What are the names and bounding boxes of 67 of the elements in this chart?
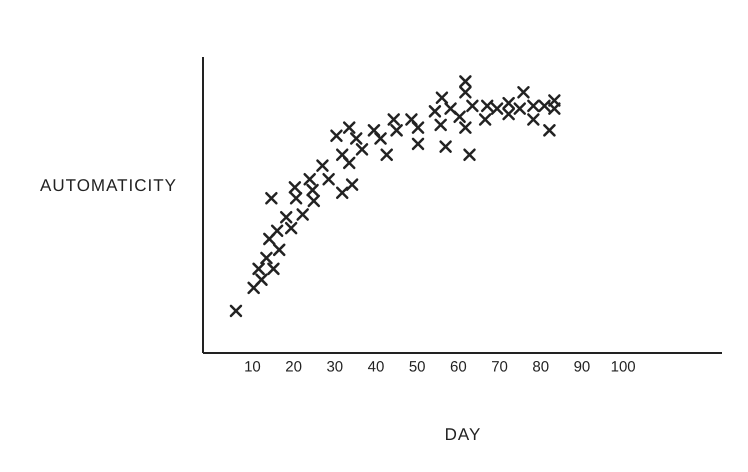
point <box>517 86 530 99</box>
x-tick-label: 90 <box>574 358 590 376</box>
point <box>436 91 448 104</box>
x-tick-label: 70 <box>491 358 508 376</box>
x-axis-title: DAY <box>444 425 482 445</box>
point <box>296 208 309 221</box>
point <box>342 156 356 170</box>
point <box>252 262 265 276</box>
point <box>342 121 356 134</box>
point <box>390 124 403 137</box>
point <box>290 192 302 204</box>
point <box>260 252 273 264</box>
point <box>303 172 316 186</box>
x-tick-label: 40 <box>368 358 384 376</box>
x-tick-label: 20 <box>285 358 302 376</box>
point <box>543 124 556 137</box>
point <box>356 143 368 156</box>
point <box>263 232 276 246</box>
point <box>374 132 387 145</box>
point <box>280 210 292 224</box>
point <box>380 148 393 162</box>
point <box>478 113 492 126</box>
point <box>284 222 298 234</box>
x-tick-label: 80 <box>532 358 550 376</box>
point <box>548 94 561 107</box>
point <box>463 148 476 162</box>
point <box>306 184 319 196</box>
x-tick-label: 60 <box>450 358 467 376</box>
point <box>405 113 418 126</box>
point <box>459 75 472 88</box>
point <box>230 304 242 318</box>
x-tick-label: 100 <box>610 358 636 376</box>
x-tick-label: 30 <box>326 358 344 376</box>
x-tick-label: 10 <box>244 358 261 376</box>
y-axis-title: AUTOMATICITY <box>40 176 177 196</box>
point <box>336 186 348 200</box>
point <box>459 86 472 99</box>
point <box>267 262 280 276</box>
point <box>322 172 335 186</box>
x-tick-label: 50 <box>408 358 426 376</box>
point <box>316 159 329 172</box>
point <box>336 148 348 162</box>
point <box>434 118 447 132</box>
point <box>412 121 424 134</box>
point <box>265 192 278 204</box>
point <box>330 130 343 142</box>
point <box>459 121 472 134</box>
point <box>502 96 515 110</box>
point <box>350 132 362 145</box>
point <box>270 224 284 238</box>
point <box>255 273 268 286</box>
point <box>514 102 526 115</box>
point <box>346 178 358 191</box>
point <box>439 140 452 153</box>
point <box>444 102 457 115</box>
point <box>387 113 400 126</box>
point <box>428 105 442 118</box>
point <box>308 194 320 208</box>
point <box>466 100 479 112</box>
point <box>288 181 302 194</box>
point <box>368 124 380 137</box>
point <box>247 282 260 294</box>
point <box>453 110 466 123</box>
point <box>272 244 286 256</box>
point <box>527 113 540 126</box>
point <box>412 138 424 150</box>
point <box>502 108 515 120</box>
